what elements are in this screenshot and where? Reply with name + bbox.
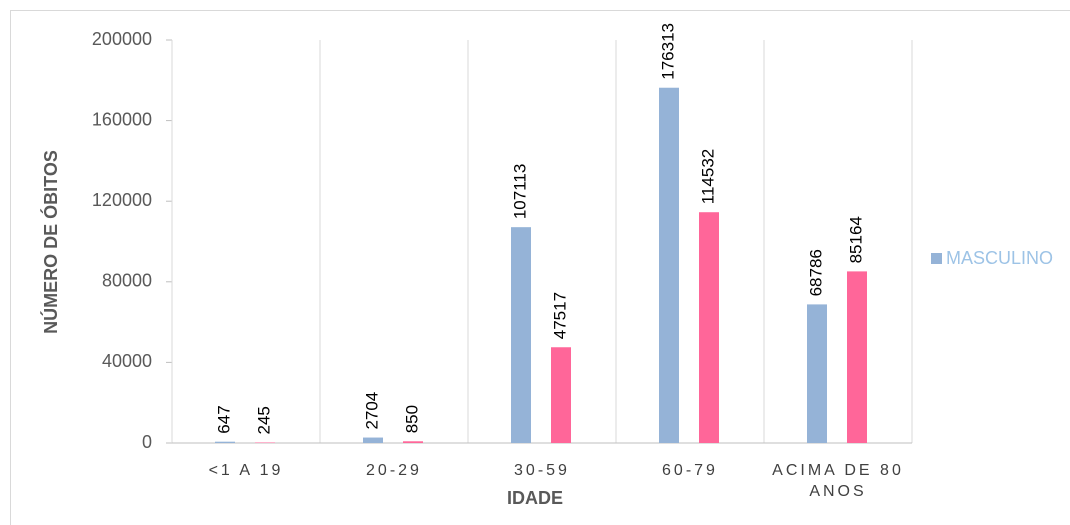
bar	[215, 441, 235, 443]
data-label: 85164	[846, 216, 865, 263]
data-label: 647	[214, 405, 233, 433]
chart-border	[10, 10, 1070, 525]
legend-label: MASCULINO	[946, 248, 1054, 268]
legend-swatch	[931, 253, 942, 264]
bar	[699, 212, 719, 443]
y-axis-title: NÚMERO DE ÓBITOS	[40, 150, 61, 334]
x-tick-label: ACIMA DE 80 ANOS	[772, 462, 904, 500]
data-label: 245	[254, 406, 273, 434]
y-tick-label: 0	[142, 432, 152, 452]
data-label: 2704	[362, 392, 381, 430]
x-tick-label: 60-79	[662, 462, 718, 479]
bar	[847, 271, 867, 443]
bar	[659, 87, 679, 443]
data-label: 850	[402, 405, 421, 433]
bar	[511, 227, 531, 443]
data-label: 47517	[550, 292, 569, 339]
x-tick-label: 30-59	[514, 462, 570, 479]
y-tick-label: 160000	[92, 109, 152, 129]
y-tick-label: 40000	[102, 351, 152, 371]
bar	[807, 304, 827, 443]
y-tick-label: 80000	[102, 271, 152, 291]
bar	[403, 441, 423, 443]
x-tick-label: 20-29	[366, 462, 422, 479]
y-tick-label: 200000	[92, 29, 152, 49]
bar	[551, 347, 571, 443]
data-label: 107113	[510, 164, 529, 219]
bar	[363, 437, 383, 443]
y-tick-label: 120000	[92, 190, 152, 210]
x-tick-label: <1 A 19	[208, 462, 284, 479]
data-label: 68786	[806, 249, 825, 296]
data-label: 114532	[698, 149, 717, 204]
data-label: 176313	[658, 23, 677, 80]
x-axis-title: IDADE	[507, 488, 563, 508]
